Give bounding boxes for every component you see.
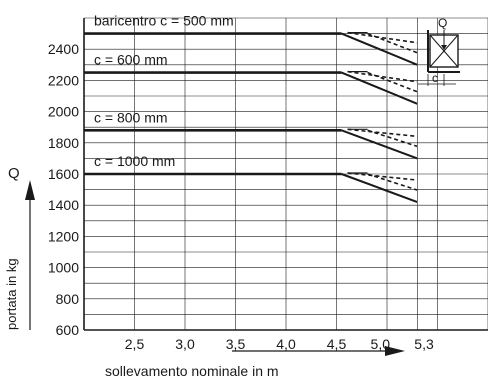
x-tick-label: 3,5 [226,336,246,352]
falloff-line-dashed [347,172,418,181]
y-axis-title: Q portata in kg [4,165,35,330]
inset-diagonal-b [429,34,459,68]
falloff-line-dashed [367,71,418,93]
falloff-line-solid [341,173,418,204]
capacity-curves [84,31,418,204]
x-tick-label: 4,5 [327,336,347,352]
falloff-line-dashed [347,70,418,83]
x-tick-label: 4,0 [276,336,296,352]
x-axis-arrowhead [385,346,405,356]
y-tick-label: 1000 [48,260,79,276]
y-tick-label: 800 [56,291,80,307]
y-axis-label: portata in kg [4,258,19,330]
falloff-line-dashed [367,129,418,148]
y-tick-label: 600 [56,322,80,338]
y-tick-label: 1600 [48,166,79,182]
series-label: c = 800 mm [94,109,168,125]
falloff-line-solid [341,32,418,66]
y-tick-label: 2000 [48,104,79,120]
y-tick-label: 1200 [48,228,79,244]
falloff-line-dashed [347,128,418,138]
y-tick-label: 1400 [48,197,79,213]
x-tick-labels: 2,5 3,0 3,5 4,0 4,5 5,0 5,3 [125,336,434,352]
falloff-line-solid [341,71,418,105]
falloff-line-dashed [347,31,418,44]
inset-c-label: c [432,71,438,85]
y-tick-labels: 600 800 1000 1200 1400 1600 1800 2000 2200 2400 [48,41,79,338]
series-label: c = 1000 mm [94,153,175,169]
inset-q-label: Q [438,16,447,30]
falloff-line-solid [341,129,418,160]
x-tick-label: 3,0 [175,336,195,352]
falloff-line-dashed [367,173,418,191]
x-tick-label: 2,5 [125,336,145,352]
y-tick-label: 1800 [48,135,79,151]
x-axis-title: sollevamento nominale in m [105,346,405,379]
x-axis-label: sollevamento nominale in m [105,363,279,379]
series-labels: baricentro c = 500 mm c = 600 mm c = 800 m… [94,13,234,169]
y-tick-label: 2200 [48,72,79,88]
falloff-line-dashed [367,32,418,54]
load-center-inset: Q c [418,16,460,86]
series-label: c = 600 mm [94,52,168,68]
series-label: baricentro c = 500 mm [94,13,234,29]
inset-load-arrowhead [441,45,447,50]
y-axis-symbol: Q [8,165,20,182]
x-tick-label: 5,3 [414,336,434,352]
y-axis-arrowhead [25,180,35,200]
y-tick-label: 2400 [48,41,79,57]
